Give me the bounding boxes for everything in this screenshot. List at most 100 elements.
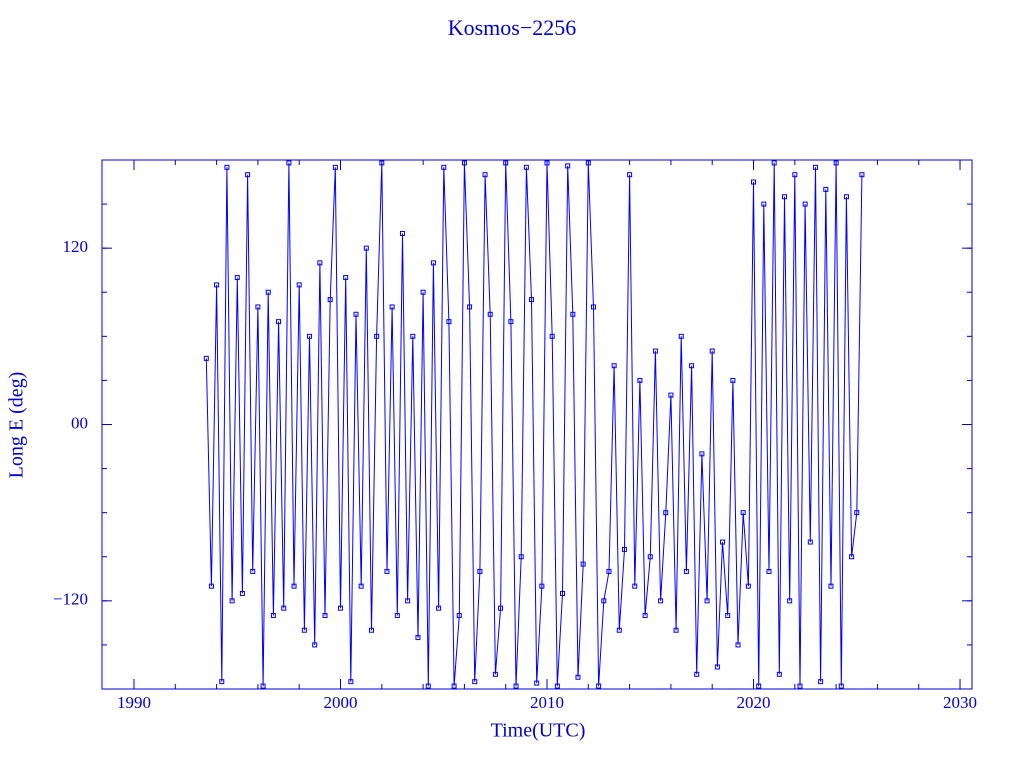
data-point	[276, 319, 282, 325]
data-point	[673, 627, 679, 633]
data-point	[709, 348, 715, 354]
data-point	[637, 377, 643, 383]
data-point	[539, 583, 545, 589]
data-point	[436, 605, 442, 611]
x-tick-label: 1990	[117, 693, 151, 712]
data-point	[425, 683, 431, 689]
data-point	[730, 377, 736, 383]
data-point	[291, 583, 297, 589]
data-point	[301, 627, 307, 633]
data-point	[843, 194, 849, 200]
data-point	[394, 613, 400, 619]
data-point	[430, 260, 436, 266]
data-point	[606, 568, 612, 574]
x-tick-label: 2010	[530, 693, 564, 712]
data-point	[590, 304, 596, 310]
data-point	[756, 683, 762, 689]
data-point	[714, 664, 720, 670]
data-point	[642, 613, 648, 619]
y-axis-label: Long E (deg)	[6, 372, 28, 479]
data-point	[663, 510, 669, 516]
data-point	[322, 613, 328, 619]
data-point	[792, 172, 798, 178]
chart-title: Kosmos−2256	[448, 15, 577, 40]
x-axis-label: Time(UTC)	[491, 720, 586, 742]
data-point	[265, 289, 271, 295]
data-point	[224, 164, 230, 170]
data-point	[451, 683, 457, 689]
data-point	[683, 568, 689, 574]
data-point	[477, 568, 483, 574]
data-point	[343, 275, 349, 281]
data-point	[229, 598, 235, 604]
data-point	[420, 289, 426, 295]
data-point	[245, 172, 251, 178]
x-tick-label: 2020	[737, 693, 771, 712]
data-point	[219, 679, 225, 685]
data-point	[348, 679, 354, 685]
data-point	[616, 627, 622, 633]
data-point	[570, 311, 576, 317]
data-point	[368, 627, 374, 633]
y-tick-label: −120	[53, 590, 88, 609]
data-point	[503, 160, 509, 166]
data-point	[239, 590, 245, 596]
data-point	[399, 230, 405, 236]
data-point	[317, 260, 323, 266]
data-point	[735, 642, 741, 648]
data-point	[374, 333, 380, 339]
data-point	[766, 568, 772, 574]
plot-area	[203, 160, 865, 689]
data-point	[740, 510, 746, 516]
data-point	[658, 598, 664, 604]
data-point	[410, 333, 416, 339]
data-point	[833, 160, 839, 166]
data-point	[854, 510, 860, 516]
data-point	[751, 179, 757, 185]
data-point	[632, 583, 638, 589]
data-point	[802, 201, 808, 207]
data-point	[234, 275, 240, 281]
data-point	[565, 163, 571, 169]
y-tick-label: 120	[63, 237, 89, 256]
data-point	[389, 304, 395, 310]
data-point	[647, 554, 653, 560]
data-point	[694, 671, 700, 677]
data-point	[596, 683, 602, 689]
data-point	[405, 598, 411, 604]
data-point	[363, 245, 369, 251]
data-point	[384, 568, 390, 574]
data-point	[725, 613, 731, 619]
data-point	[823, 186, 829, 192]
data-point	[560, 590, 566, 596]
data-point	[332, 164, 338, 170]
data-point	[250, 568, 256, 574]
data-point	[704, 598, 710, 604]
data-point	[270, 613, 276, 619]
data-point	[487, 311, 493, 317]
x-tick-label: 2000	[324, 693, 358, 712]
data-point	[787, 598, 793, 604]
data-point	[281, 605, 287, 611]
data-point	[812, 164, 818, 170]
data-point	[761, 201, 767, 207]
data-point	[689, 363, 695, 369]
data-point	[446, 319, 452, 325]
data-point	[575, 674, 581, 680]
data-point	[828, 583, 834, 589]
data-point	[859, 172, 865, 178]
data-point	[513, 683, 519, 689]
data-point	[699, 451, 705, 457]
data-point	[498, 605, 504, 611]
data-point	[523, 164, 529, 170]
data-point	[260, 683, 266, 689]
data-point	[534, 680, 540, 686]
y-tick-label: 00	[71, 413, 88, 432]
data-point	[849, 554, 855, 560]
data-point	[652, 348, 658, 354]
data-point	[472, 679, 478, 685]
data-point	[668, 392, 674, 398]
data-point	[312, 642, 318, 648]
data-point	[627, 172, 633, 178]
